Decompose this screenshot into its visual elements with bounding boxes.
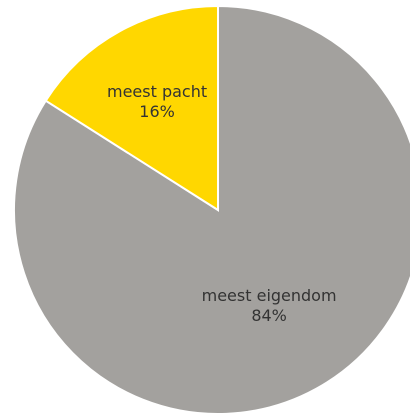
slice-value-label: 84% xyxy=(251,306,287,325)
pie-slice-meest-eigendom xyxy=(13,4,410,414)
slice-label: meest eigendom xyxy=(202,286,337,305)
slice-label: meest pacht xyxy=(107,82,207,101)
pie-slice-meest-pacht xyxy=(44,4,219,212)
pie-slices xyxy=(13,4,410,414)
slice-value-label: 16% xyxy=(139,102,175,121)
